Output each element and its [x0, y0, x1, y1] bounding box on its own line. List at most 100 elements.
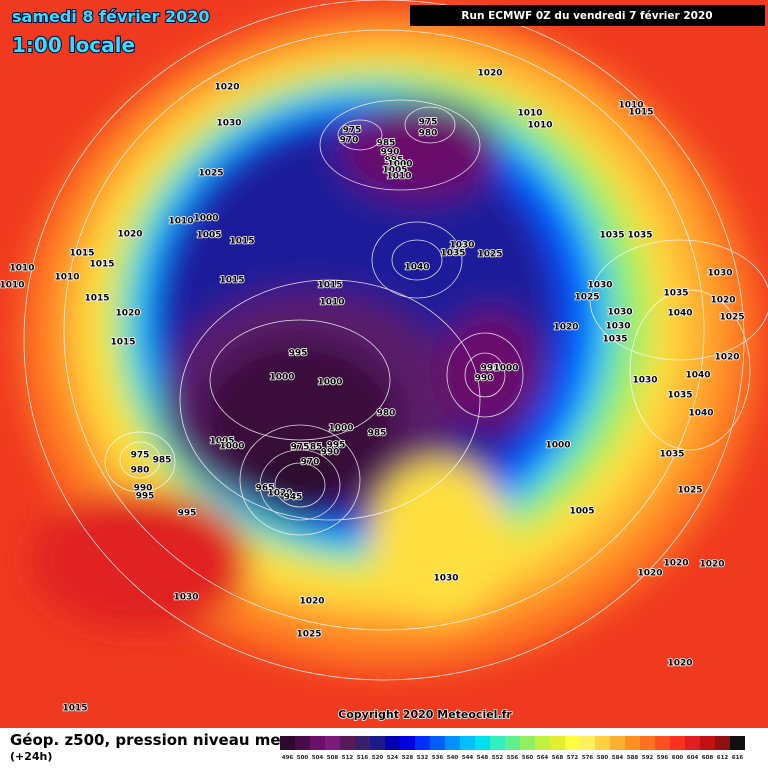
pressure-label: 970	[301, 458, 320, 468]
pressure-label: 1005	[382, 166, 407, 176]
pressure-label: 1000	[545, 441, 570, 451]
pressure-label: 1020	[637, 569, 662, 579]
pressure-label: 995	[136, 492, 155, 502]
scale-label: 552	[492, 755, 504, 761]
scale-swatch	[490, 736, 505, 750]
pressure-label: 1010	[527, 121, 552, 131]
pressure-label: 980	[131, 466, 150, 476]
scale-swatch	[595, 736, 610, 750]
pressure-label: 1020	[699, 560, 724, 570]
scale-swatch	[340, 736, 355, 750]
pressure-label: 1000	[317, 378, 342, 388]
pressure-label: 1020	[667, 659, 692, 669]
scale-label: 520	[372, 755, 384, 761]
scale-swatch	[625, 736, 640, 750]
pressure-label: 980	[377, 409, 396, 419]
pressure-label: 1000	[387, 160, 412, 170]
pressure-label: 1010	[386, 172, 411, 182]
scale-label: 568	[552, 755, 564, 761]
scale-swatch	[640, 736, 655, 750]
legend-subtitle: (+24h)	[10, 750, 52, 763]
pressure-label: 1030	[173, 593, 198, 603]
copyright: Copyright 2020 Meteociel.fr	[338, 708, 512, 721]
legend-title: Géop. z500, pression niveau mer	[10, 731, 289, 749]
pressure-label: 1035	[667, 391, 692, 401]
scale-swatch	[610, 736, 625, 750]
run-info: Run ECMWF 0Z du vendredi 7 février 2020	[461, 10, 712, 22]
scale-label: 560	[522, 755, 534, 761]
pressure-label: 1035	[659, 450, 684, 460]
pressure-label: 990	[381, 148, 400, 158]
scale-swatch	[685, 736, 700, 750]
pressure-label: 1020	[214, 83, 239, 93]
scale-label: 548	[477, 755, 489, 761]
scale-swatch	[475, 736, 490, 750]
scale-swatch	[520, 736, 535, 750]
pressure-label: 1030	[587, 281, 612, 291]
pressure-label: 1015	[229, 237, 254, 247]
pressure-label: 1015	[219, 276, 244, 286]
scale-swatch	[370, 736, 385, 750]
scale-label: 504	[312, 755, 324, 761]
pressure-label: 1035	[602, 335, 627, 345]
pressure-label: 1030	[605, 322, 630, 332]
scale-swatch	[670, 736, 685, 750]
scale-label: 524	[387, 755, 399, 761]
scale-label: 508	[327, 755, 339, 761]
scale-label: 604	[687, 755, 699, 761]
pressure-label: 1030	[449, 241, 474, 251]
scale-label: 512	[342, 755, 354, 761]
pressure-label: 945	[284, 493, 303, 503]
scale-label: 576	[582, 755, 594, 761]
scale-label: 532	[417, 755, 429, 761]
pressure-label: 1035	[599, 231, 624, 241]
pressure-label: 990	[134, 484, 153, 494]
scale-label: 516	[357, 755, 369, 761]
scale-swatch	[295, 736, 310, 750]
pressure-label: 1035	[440, 249, 465, 259]
pressure-label: 1025	[677, 486, 702, 496]
pressure-label: 985	[377, 139, 396, 149]
isobars	[23, 0, 768, 681]
scale-label: 588	[627, 755, 639, 761]
scale-swatch	[385, 736, 400, 750]
pressure-label: 1030	[607, 308, 632, 318]
pressure-label: 1035	[627, 231, 652, 241]
scale-label: 556	[507, 755, 519, 761]
color-scale: 496 500 504 508 512 516 520 524 528 532 536 540 544 5…	[280, 736, 745, 761]
pressure-label: 1040	[685, 371, 710, 381]
pressure-label: 995	[178, 509, 197, 519]
scale-label: 528	[402, 755, 414, 761]
scale-swatch	[730, 736, 745, 750]
date: samedi 8 février 2020	[12, 7, 210, 26]
pressure-label: 1025	[296, 630, 321, 640]
pressure-label: 1010	[9, 264, 34, 274]
scale-label: 540	[447, 755, 459, 761]
run-box	[410, 5, 765, 26]
scale-label: 496	[282, 755, 294, 761]
pressure-label: 985	[368, 429, 387, 439]
pressure-label: 1005	[209, 437, 234, 447]
pressure-label: 1025	[574, 293, 599, 303]
pressure-label: 995	[327, 441, 346, 451]
pressure-label: 1040	[667, 309, 692, 319]
geopotential-field	[20, 10, 760, 670]
pressure-label: 1000	[269, 373, 294, 383]
scale-swatch	[430, 736, 445, 750]
pressure-label: 1000	[219, 442, 244, 452]
scale-label: 592	[642, 755, 654, 761]
scale-swatch	[580, 736, 595, 750]
pressure-label: 1000	[328, 424, 353, 434]
scale-swatch	[565, 736, 580, 750]
scale-swatch	[400, 736, 415, 750]
pressure-label: 1025	[198, 169, 223, 179]
pressure-label: 1020	[663, 559, 688, 569]
pressure-label: 1020	[710, 296, 735, 306]
pressure-label: 985	[304, 443, 323, 453]
pressure-label: 965	[256, 484, 275, 494]
pressure-label: 1010	[0, 281, 25, 291]
pressure-label: 1005	[569, 507, 594, 517]
